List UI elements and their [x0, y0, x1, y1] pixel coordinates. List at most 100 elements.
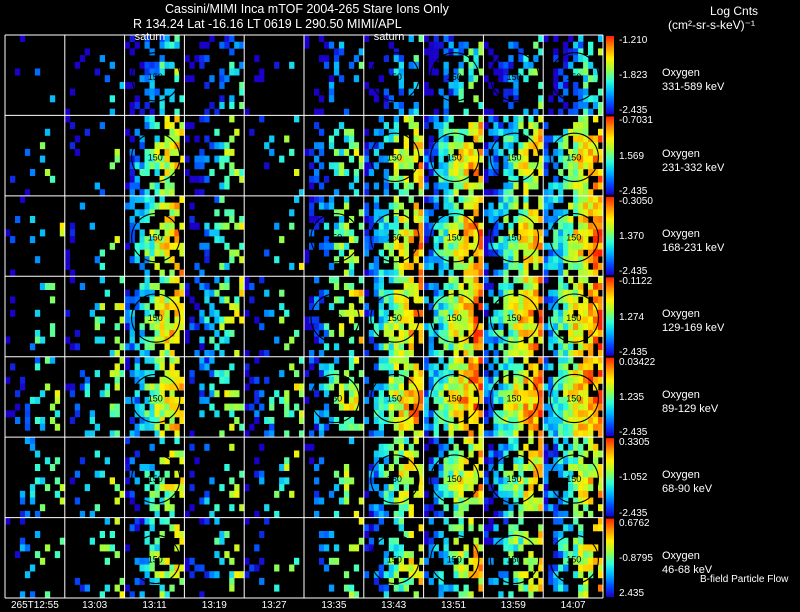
heatmap-pixel [15, 68, 21, 76]
heatmap-pixel [383, 95, 389, 103]
heatmap-pixel [403, 316, 409, 324]
heatmap-pixel [468, 443, 474, 451]
heatmap-pixel [134, 242, 140, 250]
heatmap-pixel [488, 329, 494, 337]
heatmap-pixel [553, 68, 559, 76]
heatmap-pixel [568, 229, 574, 237]
heatmap-pixel [129, 135, 135, 143]
heatmap-pixel [229, 423, 235, 431]
heatmap-pixel [69, 222, 76, 230]
heatmap-pixel [189, 557, 195, 565]
heatmap-pixel [538, 390, 544, 398]
heatmap-pixel [453, 383, 459, 391]
heatmap-pixel [528, 417, 534, 424]
heatmap-pixel [488, 450, 494, 458]
heatmap-pixel [528, 564, 534, 572]
heatmap-pixel [453, 175, 459, 183]
heatmap-pixel [343, 242, 350, 250]
heatmap-pixel [523, 490, 529, 498]
heatmap-pixel [393, 497, 399, 505]
heatmap-pixel [438, 222, 444, 230]
heatmap-pixel [513, 202, 519, 210]
heatmap-pixel [493, 390, 499, 398]
heatmap-pixel [593, 148, 599, 156]
heatmap-pixel [179, 242, 185, 250]
heatmap-pixel [219, 316, 225, 324]
heatmap-pixel [219, 370, 225, 378]
heatmap-pixel [593, 396, 599, 404]
heatmap-pixel [568, 343, 574, 351]
heatmap-pixel [503, 68, 509, 76]
heatmap-pixel [438, 162, 444, 170]
heatmap-pixel [523, 169, 529, 176]
heatmap-pixel [139, 557, 145, 565]
heatmap-pixel [373, 524, 380, 532]
heatmap-pixel [588, 417, 594, 424]
heatmap-pixel [513, 423, 519, 431]
heatmap-pixel [463, 470, 469, 478]
heatmap-pixel [573, 229, 579, 237]
heatmap-pixel [598, 276, 604, 284]
heatmap-pixel [578, 95, 584, 103]
saturn-contour [489, 534, 540, 585]
heatmap-pixel [333, 189, 340, 197]
heatmap-pixel [438, 303, 444, 311]
heatmap-pixel [478, 343, 484, 351]
heatmap-pixel [154, 363, 160, 371]
contour-label: 150 [507, 394, 522, 404]
heatmap-pixel [159, 68, 165, 76]
heatmap-pixel [563, 289, 569, 297]
heatmap-pixel [10, 269, 16, 277]
heatmap-pixel [314, 323, 320, 331]
heatmap-pixel [179, 477, 185, 485]
heatmap-pixel [573, 390, 579, 398]
heatmap-pixel [573, 55, 579, 63]
heatmap-pixel [279, 370, 285, 378]
heatmap-pixel [229, 557, 235, 565]
heatmap-pixel [338, 396, 345, 404]
heatmap-pixel [463, 457, 469, 465]
heatmap-pixel [493, 350, 499, 357]
heatmap-pixel [174, 236, 180, 244]
heatmap-pixel [443, 370, 449, 378]
heatmap-pixel [229, 95, 235, 103]
heatmap-pixel [269, 309, 275, 317]
heatmap-pixel [219, 376, 225, 384]
saturn-contour [489, 213, 540, 263]
heatmap-pixel [573, 236, 579, 244]
heatmap-pixel [304, 370, 310, 378]
heatmap-pixel [593, 115, 599, 123]
heatmap-pixel [318, 242, 325, 250]
heatmap-pixel [568, 323, 574, 331]
heatmap-pixel [393, 48, 399, 56]
heatmap-pixel [558, 410, 564, 418]
heatmap-pixel [458, 155, 464, 163]
heatmap-pixel [368, 316, 375, 324]
heatmap-pixel [124, 41, 130, 49]
heatmap-pixel [348, 356, 355, 364]
heatmap-pixel [209, 477, 215, 485]
heatmap-pixel [164, 115, 170, 123]
heatmap-pixel [563, 236, 569, 244]
heatmap-pixel [149, 296, 155, 304]
heatmap-cell: 150 [548, 517, 604, 599]
heatmap-pixel [159, 437, 165, 445]
heatmap-pixel [583, 564, 589, 572]
heatmap-pixel [174, 35, 180, 42]
heatmap-pixel [498, 236, 504, 244]
heatmap-pixel [378, 564, 384, 572]
heatmap-pixel [383, 222, 389, 230]
heatmap-pixel [468, 403, 474, 411]
heatmap-pixel [463, 551, 469, 559]
heatmap-pixel [438, 450, 444, 458]
heatmap-pixel [129, 48, 135, 56]
heatmap-pixel [179, 95, 185, 103]
saturn-contour [131, 454, 181, 504]
heatmap-pixel [10, 309, 16, 317]
heatmap-pixel [179, 531, 185, 538]
heatmap-pixel [418, 577, 424, 585]
heatmap-pixel [498, 464, 504, 471]
heatmap-pixel [548, 417, 554, 424]
heatmap-pixel [513, 262, 519, 270]
heatmap-pixel [194, 155, 200, 163]
